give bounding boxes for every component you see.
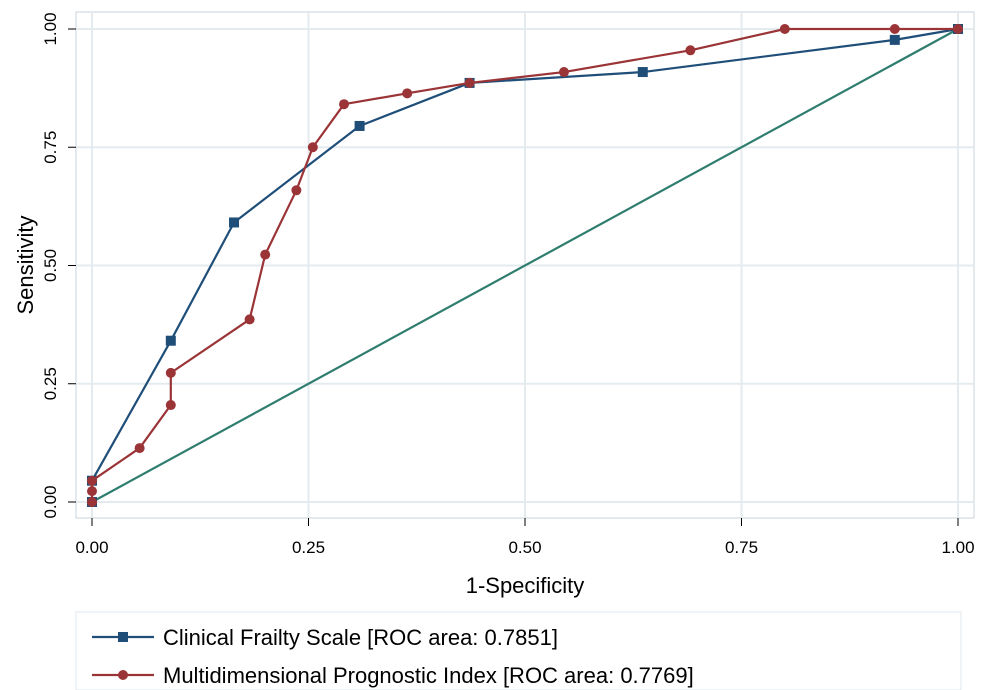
legend-label: Clinical Frailty Scale [ROC area: 0.7851… (163, 625, 558, 650)
data-point-circle (260, 249, 271, 260)
data-point-circle (291, 185, 302, 196)
legend-label: Multidimensional Prognostic Index [ROC a… (163, 663, 694, 688)
data-point-circle (953, 24, 963, 34)
data-point-square (165, 335, 176, 346)
data-point-circle (558, 67, 569, 78)
y-axis-ticks: 0.00 0.25 0.50 0.75 1.00 (41, 12, 76, 519)
series-line (90, 27, 958, 502)
x-axis-title: 1-Specificity (466, 573, 585, 598)
y-tick-label: 0.50 (41, 249, 60, 282)
x-tick-label: 0.00 (75, 538, 108, 557)
data-point-circle (87, 497, 97, 507)
legend-entry: Clinical Frailty Scale [ROC area: 0.7851… (92, 625, 558, 650)
data-point-circle (889, 24, 900, 34)
y-axis-title: Sensitivity (13, 215, 38, 314)
series-line (91, 28, 959, 503)
data-point-square (229, 217, 240, 228)
legend: Clinical Frailty Scale [ROC area: 0.7851… (92, 625, 694, 688)
x-tick-label: 0.25 (292, 538, 325, 557)
data-point-circle (165, 367, 176, 378)
data-point-circle (134, 443, 145, 454)
data-point-circle (464, 77, 475, 88)
data-point-circle (165, 400, 176, 411)
x-axis-ticks: 0.00 0.25 0.50 0.75 1.00 (75, 518, 975, 557)
x-tick-label: 1.00 (941, 538, 974, 557)
data-point-circle (307, 142, 318, 153)
x-tick-label: 0.50 (508, 538, 541, 557)
x-tick-label: 0.75 (725, 538, 758, 557)
data-point-square (637, 67, 648, 78)
y-tick-label: 1.00 (41, 12, 60, 45)
data-point-circle (244, 314, 255, 325)
grid-lines (76, 12, 974, 518)
series-layer (87, 24, 963, 507)
data-point-circle (779, 24, 790, 34)
y-tick-label: 0.00 (41, 485, 60, 518)
data-point-circle (402, 88, 413, 99)
data-point-circle (87, 486, 97, 497)
data-point-circle (685, 45, 696, 56)
data-point-square (889, 34, 900, 45)
series-3 (91, 28, 959, 503)
legend-box (75, 611, 962, 690)
legend-circle-marker (118, 670, 128, 680)
legend-square-marker (118, 632, 128, 642)
legend-entry: Multidimensional Prognostic Index [ROC a… (92, 663, 694, 688)
y-tick-label: 0.25 (41, 367, 60, 400)
series-2 (87, 24, 963, 507)
y-tick-label: 0.75 (41, 131, 60, 164)
data-point-circle (87, 475, 97, 486)
data-point-square (354, 120, 365, 131)
data-point-circle (339, 99, 350, 110)
